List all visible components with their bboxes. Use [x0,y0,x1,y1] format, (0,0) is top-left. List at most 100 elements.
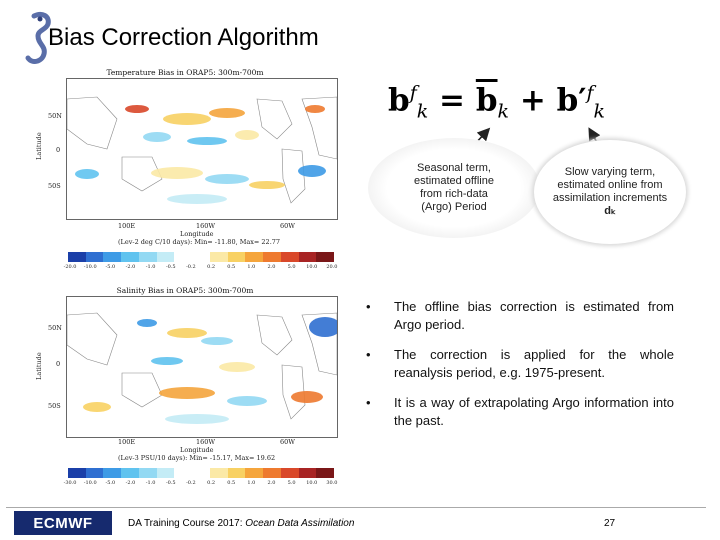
bullet-item: • The offline bias correction is estimat… [366,298,674,338]
colorbar-tick-label: 0.5 [227,480,236,486]
callout-line: Seasonal term, [417,162,491,174]
colorbar-tick-label: 0.5 [227,264,236,270]
map-stats: (Lev-3 PSU/10 days): Min= -15.17, Max= 1… [118,454,276,462]
slide-title: Bias Correction Algorithm [48,24,319,51]
map-plot-area [66,78,338,220]
colorbar-swatch [245,468,264,478]
colorbar-swatch [280,468,299,478]
bullet-marker: • [366,299,371,314]
colorbar-swatch [298,468,317,478]
colorbar-swatch [209,252,228,262]
formula-lhs-sub: k [416,100,429,123]
formula-prime-sub: k [593,100,606,123]
seahorse-logo-icon [25,11,51,64]
colorbar-swatch [209,468,228,478]
colorbar-swatch [103,252,122,262]
page-number: 27 [604,518,616,529]
callout-line: dₖ [604,205,616,217]
salinity-field [67,312,337,424]
colorbar-swatch [156,252,175,262]
lat-label-50n: 50N [48,112,62,120]
bullet-marker: • [366,347,371,362]
formula-lhs-sup: f [409,82,417,104]
colorbar-swatch [280,252,299,262]
footer-course-topic: Ocean Data Assimilation [245,518,355,529]
colorbar-swatch [192,252,210,262]
colorbar-swatch [121,252,139,262]
colorbar-swatch [85,468,104,478]
lon-label-160w: 160W [196,222,216,230]
colorbar-tick-label: 30.0 [326,480,338,486]
colorbar-swatch [174,252,193,262]
temperature-bias-map: Temperature Bias in ORAP5: 300m-700m Lat… [30,68,340,276]
map-title: Temperature Bias in ORAP5: 300m-700m [106,68,264,77]
callout-line: assimilation increments [552,192,668,204]
lat-label-50s: 50S [48,182,61,190]
salinity-bias-map: Salinity Bias in ORAP5: 300m-700m Latitu… [30,286,340,496]
colorbar-tick-label: 1.0 [247,264,256,270]
colorbar-swatch [192,468,210,478]
colorbar-tick-label: -0.5 [165,480,176,486]
salinity-colorbar [68,468,335,478]
colorbar-tick-label: -1.0 [145,264,156,270]
colorbar-tick-label: -1.0 [145,480,156,486]
bullet-marker: • [366,395,371,410]
lon-label-60w: 60W [280,222,295,230]
lat-label-eq: 0 [56,146,61,154]
lat-label-eq: 0 [56,360,61,368]
colorbar-swatch [156,468,175,478]
colorbar-swatch [121,468,139,478]
temperature-colorbar-ticks: -20.0 -10.0 -5.0 -2.0 -1.0 -0.5 -0.2 0.2 0.5 1.0 2… [60,264,342,270]
colorbar-swatch [103,468,122,478]
formula-bar-symbol: b [475,82,498,119]
lat-label-50s: 50S [48,402,61,410]
colorbar-swatch [227,468,246,478]
lon-axis-label: Longitude [180,230,214,238]
colorbar-swatch [68,468,86,478]
map-stats: (Lev-2 deg C/10 days): Min= -11.80, Max=… [118,238,281,246]
lon-label-100e: 100E [118,222,136,230]
map-plot-area [66,296,338,438]
colorbar-swatch [174,468,193,478]
colorbar-swatch [245,252,264,262]
callout-line: estimated online from [557,179,663,191]
colorbar-swatch [316,468,335,478]
formula-bar-sub: k [497,100,510,123]
bullet-item: • It is a way of extrapolating Argo info… [366,394,674,434]
colorbar-swatch [227,252,246,262]
colorbar-tick-label: -2.0 [125,264,136,270]
colorbar-swatch [263,468,281,478]
callout-line: estimated offline [414,175,494,187]
colorbar-tick-label: -5.0 [105,264,116,270]
colorbar-tick-label: -20.0 [63,264,77,270]
formula-prime-sup: f [586,82,594,104]
colorbar-tick-label: -0.2 [186,264,196,270]
ecmwf-logo: ECMWF [14,511,112,535]
bullet-text: The correction is applied for the whole … [394,347,674,380]
colorbar-tick-label: 10.0 [306,480,318,486]
callout-line: from rich-data [420,188,488,200]
colorbar-swatch [316,252,335,262]
bullet-text: The offline bias correction is estimated… [394,299,674,332]
formula-equals: = [439,82,466,119]
colorbar-tick-label: -30.0 [63,480,77,486]
formula-plus: + [519,82,546,119]
lat-label-50n: 50N [48,324,62,332]
salinity-colorbar-ticks: -30.0 -10.0 -5.0 -2.0 -1.0 -0.5 -0.2 0.2 0.5 1.0 2… [60,480,342,486]
bullet-item: • The correction is applied for the whol… [366,346,674,386]
colorbar-tick-label: 2.0 [267,480,276,486]
bullet-text: It is a way of extrapolating Argo inform… [394,395,674,428]
colorbar-swatch [263,252,281,262]
map-title: Salinity Bias in ORAP5: 300m-700m [116,286,254,295]
callout-line: (Argo) Period [421,201,487,213]
colorbar-tick-label: -10.0 [83,480,97,486]
colorbar-swatch [298,252,317,262]
formula-prime-symbol: b′ [556,82,587,119]
colorbar-tick-label: -5.0 [105,480,116,486]
temperature-field [67,96,337,204]
footer-divider [6,507,706,508]
callout-line: Slow varying term, [564,166,656,178]
colorbar-swatch [138,252,157,262]
colorbar-tick-label: -2.0 [125,480,136,486]
